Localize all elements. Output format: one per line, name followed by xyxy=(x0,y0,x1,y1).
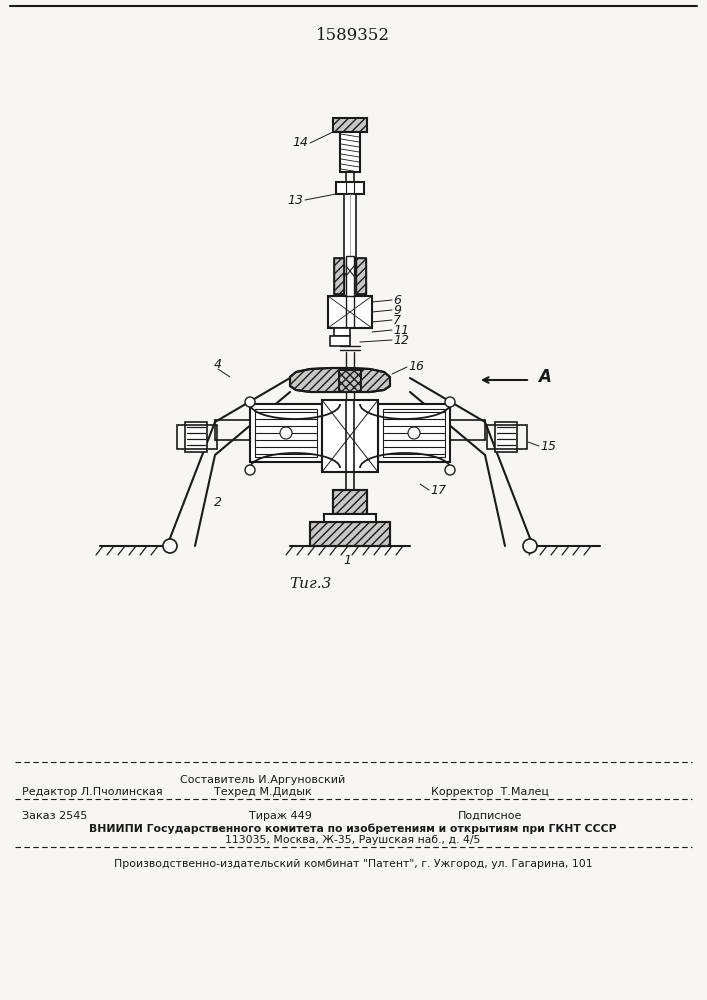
Bar xyxy=(177,425,217,449)
Bar xyxy=(383,409,445,457)
Text: Τиг.3: Τиг.3 xyxy=(289,577,331,591)
Bar xyxy=(328,296,372,328)
Bar xyxy=(340,132,360,172)
Text: 6: 6 xyxy=(393,294,401,306)
Text: Заказ 2545: Заказ 2545 xyxy=(22,811,88,821)
Bar xyxy=(495,422,517,452)
Circle shape xyxy=(445,397,455,407)
Bar xyxy=(334,258,344,294)
Circle shape xyxy=(163,539,177,553)
Text: Производственно-издательский комбинат "Патент", г. Ужгород, ул. Гагарина, 101: Производственно-издательский комбинат "П… xyxy=(114,859,592,869)
Text: 14: 14 xyxy=(292,136,308,149)
Bar xyxy=(334,258,344,294)
Bar xyxy=(346,256,354,296)
Text: A: A xyxy=(538,368,551,386)
Bar xyxy=(333,118,367,132)
Bar xyxy=(336,182,364,194)
Circle shape xyxy=(408,427,420,439)
Bar xyxy=(185,422,207,452)
Text: 4: 4 xyxy=(214,358,222,370)
Text: 3: 3 xyxy=(375,377,383,390)
Text: Составитель И.Аргуновский: Составитель И.Аргуновский xyxy=(180,775,346,785)
Bar xyxy=(356,258,366,294)
Bar xyxy=(322,400,378,472)
Circle shape xyxy=(280,427,292,439)
Bar xyxy=(310,522,390,546)
Text: 16: 16 xyxy=(408,360,424,373)
Polygon shape xyxy=(290,368,390,392)
Bar xyxy=(333,490,367,514)
Bar xyxy=(339,370,361,392)
Circle shape xyxy=(245,397,255,407)
Bar xyxy=(333,490,367,514)
Text: ВНИИПИ Государственного комитета по изобретениям и открытиям при ГКНТ СССР: ВНИИПИ Государственного комитета по изоб… xyxy=(89,823,617,834)
Text: 7: 7 xyxy=(393,314,401,326)
Bar xyxy=(310,522,390,546)
Text: Тираж 449: Тираж 449 xyxy=(249,811,312,821)
Text: Редактор Л.Пчолинская: Редактор Л.Пчолинская xyxy=(22,787,163,797)
Bar xyxy=(334,328,350,336)
Bar xyxy=(344,194,356,274)
Text: Техред М.Дидык: Техред М.Дидык xyxy=(214,787,312,797)
Bar xyxy=(487,425,527,449)
Bar xyxy=(333,118,367,132)
Circle shape xyxy=(445,465,455,475)
Text: 5: 5 xyxy=(365,367,373,380)
Text: 12: 12 xyxy=(393,334,409,347)
Text: Корректор  Т.Малец: Корректор Т.Малец xyxy=(431,787,549,797)
Bar xyxy=(330,336,350,346)
Text: 11: 11 xyxy=(393,324,409,336)
Bar xyxy=(324,514,376,522)
Text: 15: 15 xyxy=(540,440,556,452)
Text: 1589352: 1589352 xyxy=(316,26,390,43)
Bar xyxy=(255,409,317,457)
Circle shape xyxy=(245,465,255,475)
Bar xyxy=(250,404,322,462)
Bar xyxy=(356,258,366,294)
Text: 9: 9 xyxy=(393,304,401,316)
Text: 113035, Москва, Ж-35, Раушская наб., д. 4/5: 113035, Москва, Ж-35, Раушская наб., д. … xyxy=(226,835,481,845)
Bar xyxy=(339,370,361,392)
Text: 2: 2 xyxy=(214,495,222,508)
Circle shape xyxy=(523,539,537,553)
Bar xyxy=(378,404,450,462)
Text: 1: 1 xyxy=(343,554,351,568)
Text: Подписное: Подписное xyxy=(458,811,522,821)
Text: 17: 17 xyxy=(430,484,446,496)
Text: 13: 13 xyxy=(287,194,303,207)
